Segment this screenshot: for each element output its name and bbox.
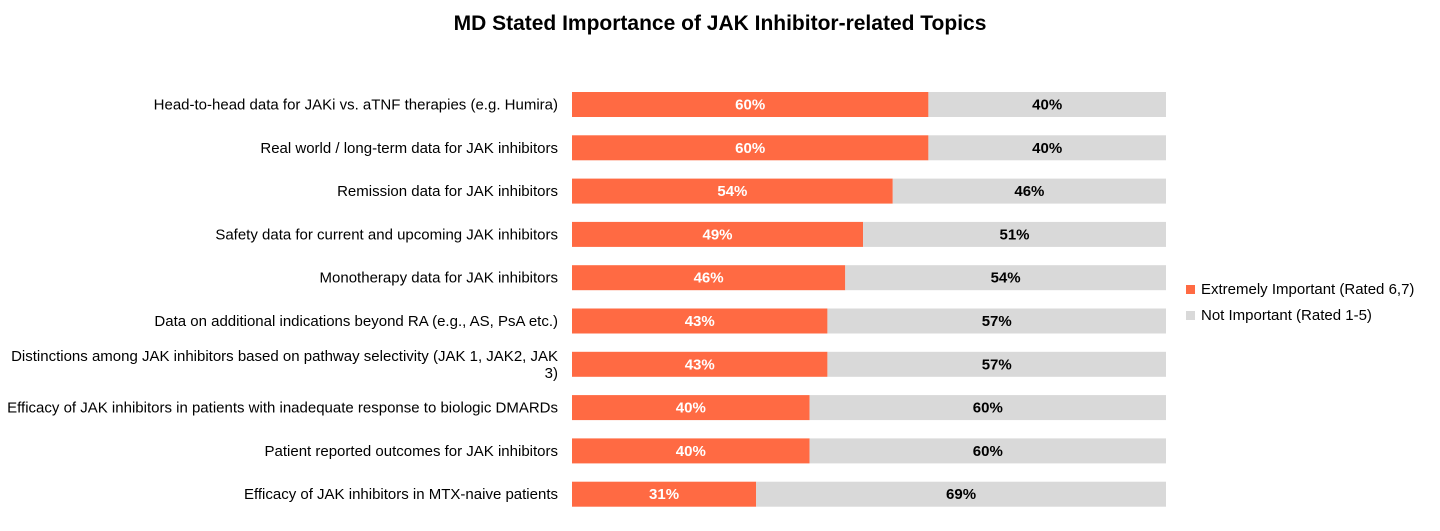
chart-title: MD Stated Importance of JAK Inhibitor-re… [453,12,987,35]
legend-label-extremely-important: Extremely Important (Rated 6,7) [1201,280,1415,298]
bar-extremely-important [572,351,828,377]
data-label-not-important: 57% [982,356,1012,373]
data-label-extremely-important: 31% [649,486,679,503]
data-label-extremely-important: 60% [735,97,765,114]
bar-extremely-important [572,438,810,464]
data-label-extremely-important: 40% [676,443,706,460]
bar-not-important [863,221,1166,247]
category-label: Monotherapy data for JAK inhibitors [320,270,558,287]
data-label-extremely-important: 43% [685,313,715,330]
data-label-not-important: 60% [973,443,1003,460]
category-label: Head-to-head data for JAKi vs. aTNF ther… [154,97,558,114]
category-label: Efficacy of JAK inhibitors in MTX-naive … [244,486,558,503]
bar-not-important [827,351,1166,377]
bar-not-important [928,135,1166,161]
legend-swatch-extremely-important [1186,284,1195,294]
data-label-extremely-important: 40% [676,400,706,417]
data-label-extremely-important: 60% [735,140,765,157]
data-label-not-important: 69% [946,486,976,503]
bar-extremely-important [572,221,864,247]
category-label: Real world / long-term data for JAK inhi… [260,140,558,157]
legend: Extremely Important (Rated 6,7) Not Impo… [1186,276,1414,328]
data-label-not-important: 54% [991,270,1021,287]
bar-extremely-important [572,308,828,334]
legend-swatch-not-important [1186,310,1195,320]
data-label-not-important: 40% [1032,140,1062,157]
data-label-extremely-important: 46% [694,270,724,287]
data-label-not-important: 51% [1000,226,1030,243]
bar-extremely-important [572,265,846,291]
data-label-extremely-important: 49% [703,226,733,243]
bar-extremely-important [572,481,757,507]
bar-not-important [756,481,1166,507]
data-label-not-important: 46% [1014,183,1044,200]
category-label: Data on additional indications beyond RA… [154,313,558,330]
bar-not-important [845,265,1166,291]
legend-item-not-important: Not Important (Rated 1-5) [1186,302,1414,328]
category-label: Patient reported outcomes for JAK inhibi… [265,443,558,460]
bar-not-important [809,395,1166,421]
bar-extremely-important [572,178,893,204]
category-label: Remission data for JAK inhibitors [337,183,558,200]
category-label: Distinctions among JAK inhibitors based … [11,348,558,382]
bar-not-important [892,178,1166,204]
bar-extremely-important [572,395,810,421]
data-label-not-important: 60% [973,400,1003,417]
legend-item-extremely-important: Extremely Important (Rated 6,7) [1186,276,1414,302]
legend-label-not-important: Not Important (Rated 1-5) [1201,306,1372,324]
bar-extremely-important [572,92,929,117]
category-label: Efficacy of JAK inhibitors in patients w… [7,400,558,417]
bar-extremely-important [572,135,929,161]
bar-not-important [928,92,1166,117]
data-label-extremely-important: 43% [685,356,715,373]
data-label-not-important: 57% [982,313,1012,330]
bar-not-important [827,308,1166,334]
category-label: Safety data for current and upcoming JAK… [215,226,558,243]
data-label-extremely-important: 54% [717,183,747,200]
data-label-not-important: 40% [1032,97,1062,114]
bar-not-important [809,438,1166,464]
